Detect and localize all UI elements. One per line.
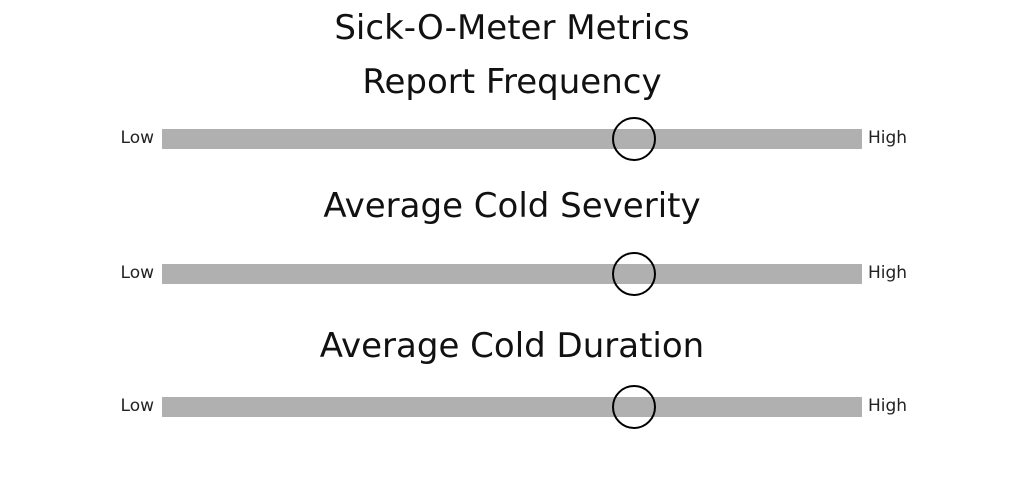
slider-handle[interactable] xyxy=(611,385,656,429)
slider-handle[interactable] xyxy=(611,117,656,161)
high-label: High xyxy=(868,396,908,416)
slider-handle[interactable] xyxy=(611,252,656,296)
low-label: Low xyxy=(120,396,154,416)
page-title: Sick-O-Meter Metrics xyxy=(334,8,690,48)
slider-track[interactable] xyxy=(162,264,862,284)
low-label: Low xyxy=(120,263,154,283)
high-label: High xyxy=(868,128,908,148)
meter-label-average-cold-severity: Average Cold Severity xyxy=(323,186,701,226)
meter-average-cold-severity: Low High xyxy=(0,249,1024,299)
meter-label-average-cold-duration: Average Cold Duration xyxy=(319,326,705,366)
meter-report-frequency: Low High xyxy=(0,114,1024,164)
slider-track[interactable] xyxy=(162,397,862,417)
low-label: Low xyxy=(120,128,154,148)
high-label: High xyxy=(868,263,908,283)
meter-average-cold-duration: Low High xyxy=(0,382,1024,432)
meter-label-report-frequency: Report Frequency xyxy=(362,62,662,102)
slider-track[interactable] xyxy=(162,129,862,149)
